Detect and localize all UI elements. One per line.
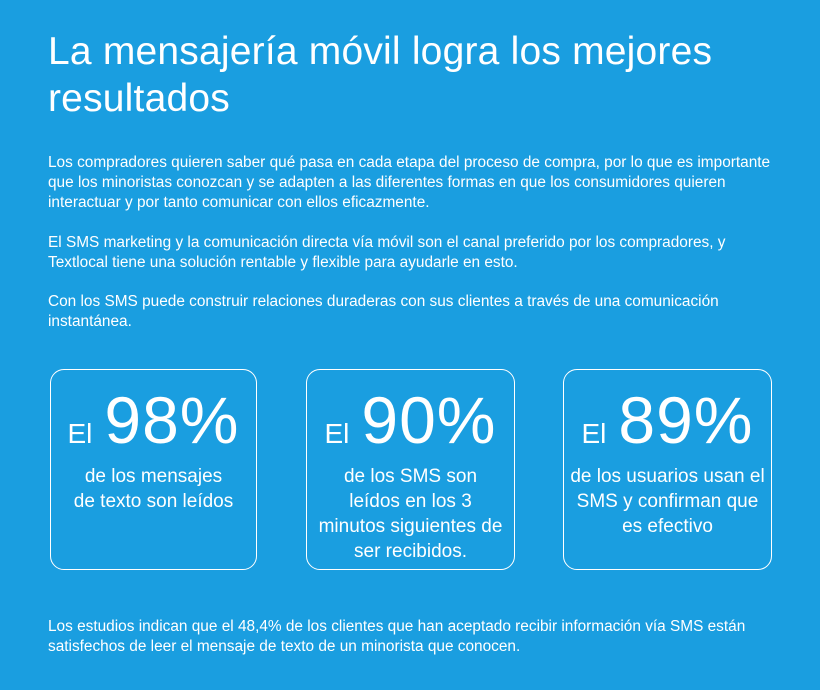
intro-paragraph-2: El SMS marketing y la comunicación direc…: [48, 234, 726, 271]
stat-description: de los mensajes de texto son leídos: [73, 466, 234, 512]
stat-value: 98%: [104, 383, 240, 457]
stat-card-89: El 89% de los usuarios usan el SMS y con…: [563, 369, 772, 570]
stat-headline: El 89%: [564, 384, 771, 456]
stat-headline: El 98%: [51, 384, 256, 456]
page-title: La mensajería móvil logra los mejores re…: [48, 30, 713, 120]
stat-description: de los usuarios usan el SMS y confirman …: [570, 466, 765, 537]
stat-value: 90%: [361, 383, 497, 457]
stat-card-90: El 90% de los SMS son leídos en los 3 mi…: [306, 369, 515, 570]
stat-card-98: El 98% de los mensajes de texto son leíd…: [50, 369, 257, 570]
footer-paragraph: Los estudios indican que el 48,4% de los…: [48, 618, 746, 655]
intro-paragraph-3: Con los SMS puede construir relaciones d…: [48, 293, 719, 330]
stat-headline: El 90%: [307, 384, 514, 456]
stat-prefix: El: [581, 418, 607, 449]
stat-prefix: El: [67, 418, 93, 449]
stat-prefix: El: [324, 418, 350, 449]
stat-description: de los SMS son leídos en los 3 minutos s…: [318, 466, 503, 562]
intro-paragraph-1: Los compradores quieren saber qué pasa e…: [48, 154, 771, 211]
stat-value: 89%: [618, 383, 754, 457]
